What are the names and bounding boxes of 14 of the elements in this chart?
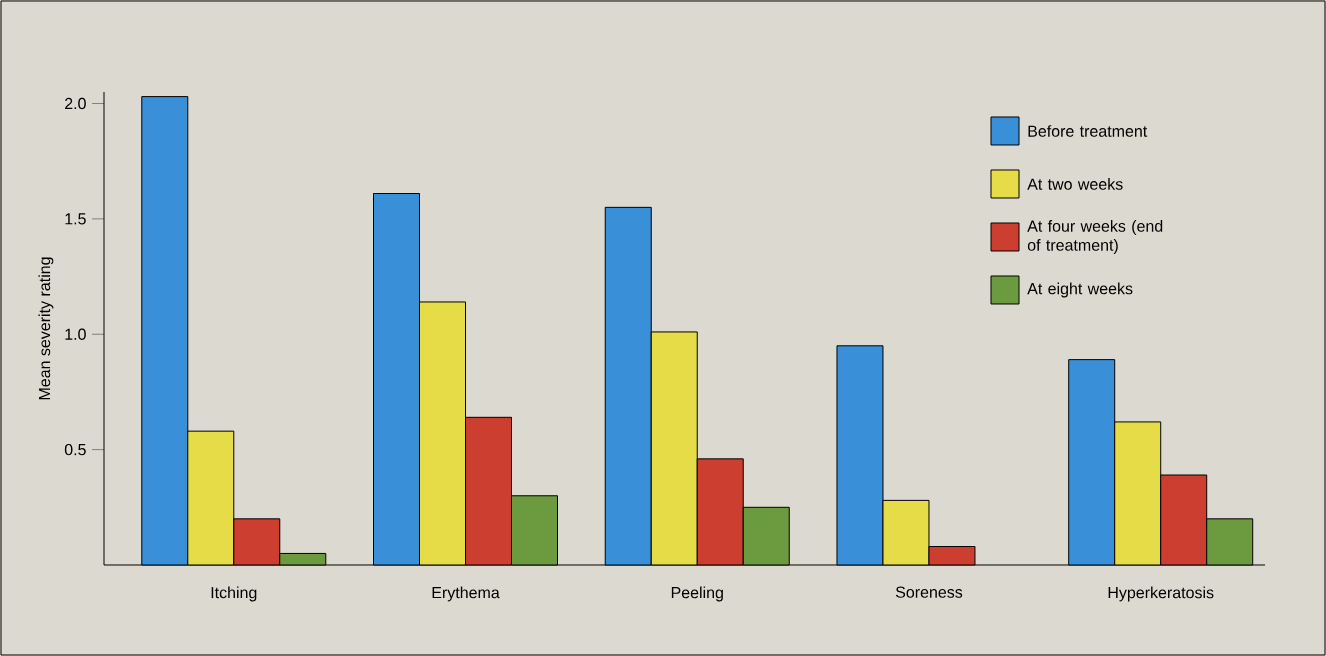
x-tick-label: Erythema <box>432 586 500 602</box>
y-tick-label: 1.5 <box>65 213 86 225</box>
x-tick-label: Soreness <box>895 586 963 598</box>
x-tick-label: Peeling <box>671 586 723 602</box>
y-tick-label: 1.0 <box>65 328 86 340</box>
x-tick-label: Hyperkeratosis <box>1108 586 1214 602</box>
x-tick-label: Itching <box>211 586 257 602</box>
y-axis-title: Mean severity rating <box>38 257 54 400</box>
legend-label: Before treatment <box>1028 125 1148 137</box>
legend-label: At four weeks (end of treatment) <box>1027 220 1163 254</box>
legend-label: At eight weeks <box>1027 282 1133 298</box>
legend-label: At two weeks <box>1027 178 1123 190</box>
y-tick-label: 2.0 <box>65 97 86 110</box>
y-tick-label: 0.5 <box>64 443 86 456</box>
